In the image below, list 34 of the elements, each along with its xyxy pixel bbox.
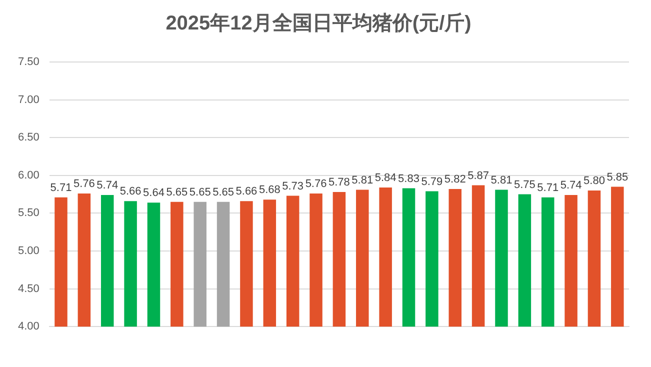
data-label: 5.84: [374, 172, 396, 184]
y-tick-label: 5.50: [18, 207, 40, 220]
data-label: 5.85: [606, 171, 628, 184]
data-label: 5.75: [514, 178, 536, 191]
data-label: 5.82: [444, 174, 466, 186]
data-label: 5.74: [96, 180, 118, 192]
data-label: 5.65: [212, 186, 234, 198]
data-label: 5.87: [468, 170, 490, 182]
data-label: 5.83: [398, 172, 420, 185]
y-tick-label: 6.00: [18, 169, 40, 182]
data-label: 5.76: [305, 178, 327, 190]
data-label: 5.71: [537, 182, 559, 194]
chart-title: 2025年12月全国日平均猪价(元/斤): [166, 12, 472, 35]
y-tick-label: 7.50: [18, 56, 40, 68]
y-tick-label: 4.50: [18, 282, 40, 295]
data-label: 5.66: [236, 186, 258, 198]
data-label: 5.76: [73, 178, 95, 190]
y-tick-label: 4.00: [18, 320, 40, 333]
data-label: 5.81: [352, 174, 374, 186]
y-tick-label: 6.50: [18, 132, 40, 144]
data-label: 5.65: [189, 186, 211, 198]
data-label: 5.80: [584, 175, 605, 188]
data-label: 5.78: [328, 176, 350, 189]
data-label: 5.65: [166, 186, 188, 198]
data-label: 5.79: [421, 176, 443, 188]
data-label: 5.64: [143, 187, 164, 200]
data-label: 5.71: [50, 182, 72, 194]
data-label: 5.81: [490, 174, 512, 186]
y-tick-label: 5.00: [18, 245, 40, 258]
data-label: 5.74: [560, 180, 582, 192]
y-tick-label: 7.00: [18, 94, 40, 106]
data-label: 5.66: [120, 186, 142, 198]
data-label: 5.68: [258, 184, 280, 196]
data-label: 5.73: [282, 180, 304, 192]
